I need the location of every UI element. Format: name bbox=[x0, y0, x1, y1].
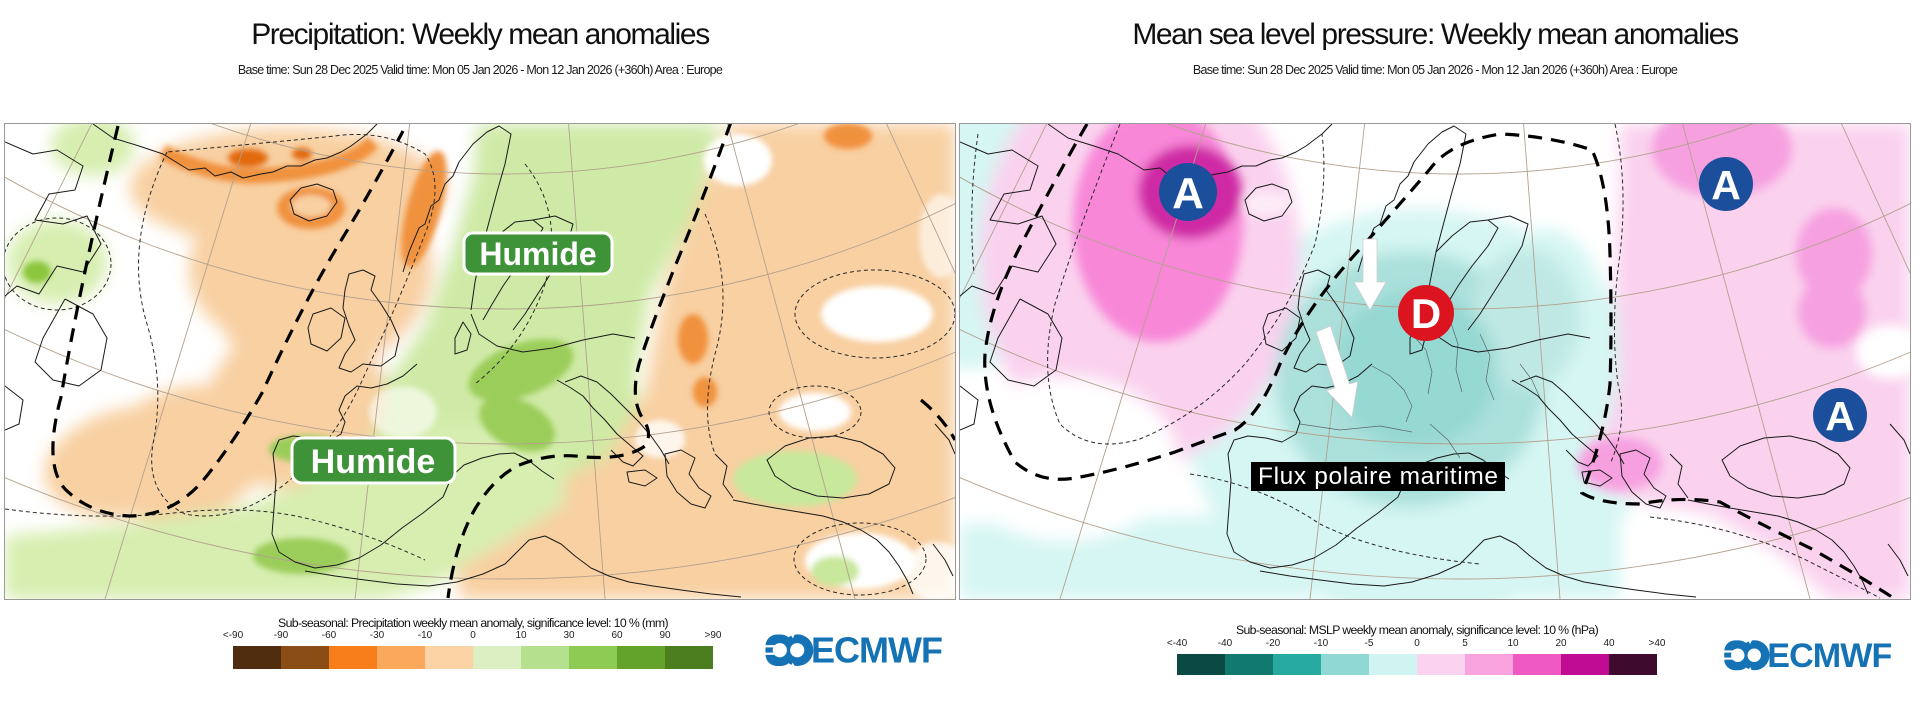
svg-text:ECMWF: ECMWF bbox=[1767, 638, 1891, 674]
svg-text:Humide: Humide bbox=[479, 236, 596, 272]
svg-text:D: D bbox=[1411, 290, 1441, 337]
svg-text:Humide: Humide bbox=[311, 443, 436, 481]
svg-text:A: A bbox=[1825, 393, 1855, 439]
svg-text:A: A bbox=[1711, 162, 1741, 208]
svg-text:Flux polaire maritime: Flux polaire maritime bbox=[1258, 463, 1498, 490]
svg-text:ECMWF: ECMWF bbox=[811, 632, 942, 670]
svg-text:A: A bbox=[1172, 169, 1204, 218]
